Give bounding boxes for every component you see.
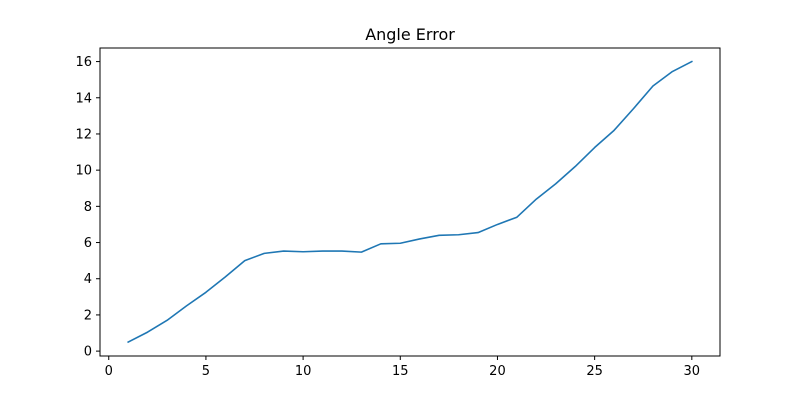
x-tick-label: 30 — [684, 364, 701, 379]
series-line-0 — [127, 60, 693, 344]
x-tick-label: 0 — [105, 364, 113, 379]
y-tick-label: 12 — [75, 127, 92, 142]
x-tick-label: 10 — [295, 364, 312, 379]
x-tick-label: 25 — [586, 364, 603, 379]
plot-area — [127, 60, 693, 344]
y-tick-label: 2 — [84, 308, 92, 323]
y-axis: 0 2 4 6 8 10 12 14 16 — [75, 55, 100, 360]
y-tick-label: 14 — [75, 91, 92, 106]
y-tick-label: 6 — [84, 236, 92, 251]
x-tick-label: 20 — [489, 364, 506, 379]
chart-title: Angle Error — [365, 25, 455, 44]
x-axis: 0 5 10 15 20 25 30 — [105, 356, 700, 379]
x-tick-label: 5 — [202, 364, 210, 379]
x-tick-label: 15 — [392, 364, 409, 379]
axes-frame — [99, 47, 721, 357]
y-tick-label: 4 — [84, 272, 92, 287]
y-tick-label: 0 — [84, 345, 92, 360]
y-tick-label: 8 — [84, 200, 92, 215]
y-tick-label: 10 — [75, 164, 92, 179]
y-tick-label: 16 — [75, 55, 92, 70]
